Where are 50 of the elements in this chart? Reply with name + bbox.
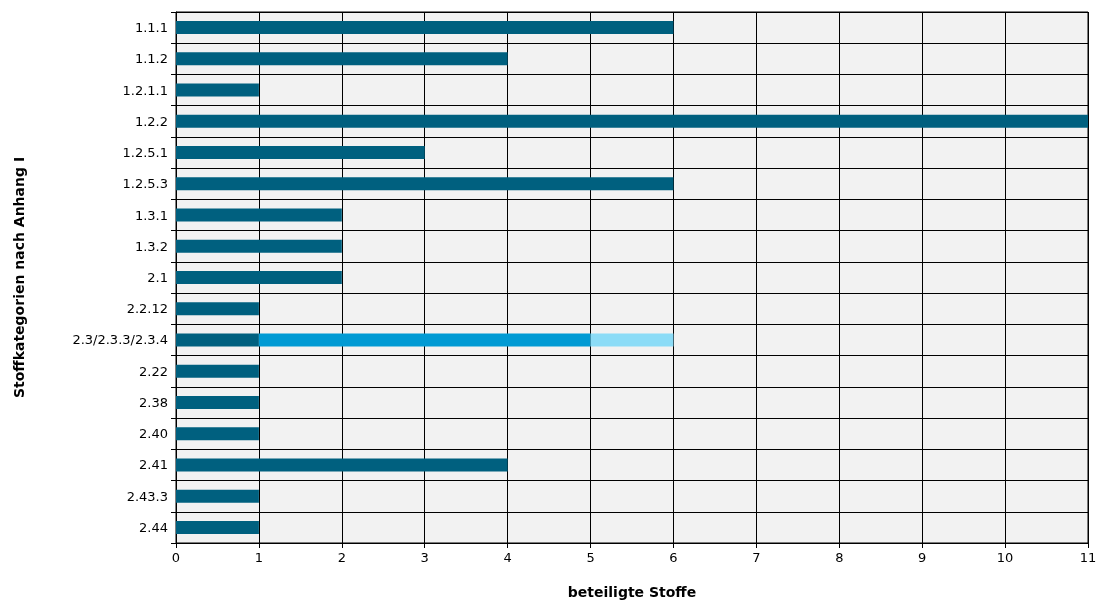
- x-tick-label: 7: [752, 550, 761, 565]
- y-axis-title: Stoffkategorien nach Anhang I: [11, 156, 27, 399]
- bar: [176, 271, 342, 284]
- bar: [176, 21, 674, 35]
- bar: [176, 427, 259, 441]
- y-tick-label: 2.38: [139, 394, 168, 410]
- bar: [176, 302, 259, 316]
- x-axis-title: beteiligte Stoffe: [567, 584, 697, 600]
- y-tick-label: 1.2.2: [134, 113, 168, 129]
- x-tick-label: 9: [918, 550, 927, 565]
- y-tick-label: 2.3/2.3.3/2.3.4: [72, 332, 168, 348]
- y-tick-label: 1.1.2: [134, 51, 168, 67]
- x-tick-label: 11: [1079, 550, 1097, 565]
- y-tick-label: 1.2.5.1: [122, 145, 168, 161]
- bar: [176, 458, 508, 472]
- y-tick-label: 2.40: [139, 426, 168, 442]
- y-tick-label: 2.1: [147, 270, 168, 285]
- bar: [590, 333, 674, 347]
- bar: [258, 333, 591, 347]
- bar: [176, 114, 1088, 128]
- y-tick-label: 2.41: [139, 457, 168, 473]
- x-tick-label: 6: [669, 550, 678, 565]
- y-tick-label: 2.44: [139, 519, 168, 535]
- bar: [176, 83, 259, 97]
- bar: [176, 520, 259, 534]
- x-tick-label: 5: [586, 550, 595, 565]
- y-tick-label: 2.43.3: [126, 488, 168, 504]
- bar: [176, 239, 342, 253]
- y-tick-label: 1.3.2: [134, 238, 168, 254]
- y-tick-label: 1.2.1.1: [122, 82, 168, 98]
- x-tick-label: 1: [254, 550, 264, 565]
- x-tick-label: 0: [171, 550, 181, 565]
- y-tick-label: 1.3.1: [134, 207, 168, 223]
- bar: [176, 364, 259, 378]
- x-tick-label: 2: [337, 550, 346, 565]
- bar: [176, 52, 508, 66]
- x-tick-label: 8: [835, 550, 844, 565]
- y-tick-label: 2.2.12: [126, 301, 168, 317]
- bar: [176, 208, 342, 222]
- bar: [176, 333, 259, 347]
- bar: [176, 395, 259, 409]
- y-tick-label: 1.1.1: [134, 20, 168, 36]
- bar: [176, 489, 259, 503]
- y-tick-label: 1.2.5.3: [122, 176, 168, 192]
- y-tick-label: 2.22: [139, 363, 168, 379]
- bar: [176, 146, 425, 160]
- bar: [176, 177, 674, 191]
- x-tick-label: 10: [996, 550, 1014, 565]
- x-tick-label: 3: [420, 550, 429, 565]
- x-tick-label: 4: [503, 550, 512, 565]
